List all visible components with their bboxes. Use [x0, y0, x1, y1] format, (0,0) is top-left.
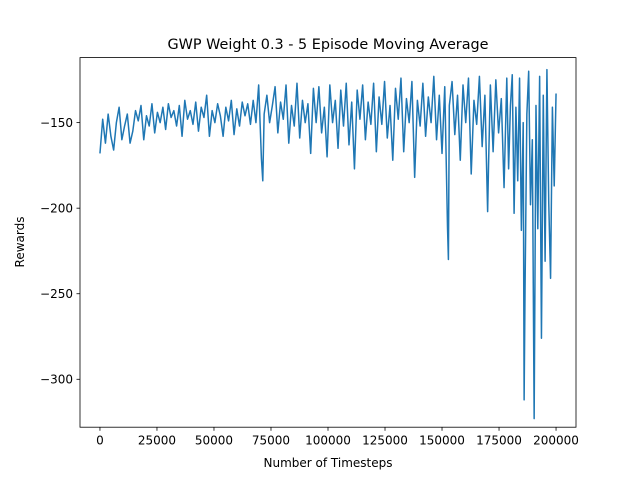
- x-tick-label: 100000: [305, 434, 351, 448]
- y-axis: −300 −250 −200 −150: [40, 116, 80, 387]
- x-tick-label: 0: [96, 434, 104, 448]
- axes-frame: [79, 57, 577, 428]
- x-tick-label: 175000: [476, 434, 522, 448]
- x-tick-label: 150000: [419, 434, 465, 448]
- y-axis-label: Rewards: [13, 217, 27, 268]
- y-tick-label: −150: [40, 116, 73, 130]
- y-tick-label: −200: [40, 201, 73, 215]
- y-tick-label: −250: [40, 287, 73, 301]
- x-tick-label: 25000: [138, 434, 176, 448]
- plot-area: [99, 68, 557, 420]
- chart-title: GWP Weight 0.3 - 5 Episode Moving Averag…: [167, 37, 488, 53]
- x-tick-label: 75000: [252, 434, 290, 448]
- y-tick-label: −300: [40, 373, 73, 387]
- x-tick-label: 200000: [533, 434, 579, 448]
- x-tick-label: 125000: [362, 434, 408, 448]
- x-axis-label: Number of Timesteps: [264, 456, 393, 470]
- x-axis: 0 25000 50000 75000 100000 125000 150000 175000…: [96, 427, 579, 448]
- x-tick-label: 50000: [195, 434, 233, 448]
- series-line-0: [99, 68, 557, 420]
